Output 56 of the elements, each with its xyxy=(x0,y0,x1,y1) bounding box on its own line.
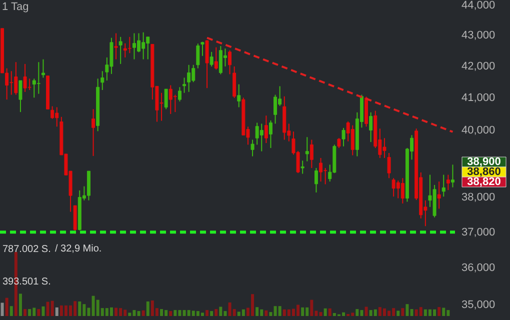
candlestick xyxy=(182,77,186,94)
candlestick xyxy=(337,138,341,148)
y-tick-label: 40,000 xyxy=(462,124,496,136)
candlestick xyxy=(237,84,241,108)
candlestick xyxy=(300,160,304,174)
candlestick xyxy=(196,43,200,69)
text: 38,860 xyxy=(467,166,501,178)
y-tick-label: 35,000 xyxy=(462,299,496,312)
candlestick xyxy=(369,112,373,143)
candlestick xyxy=(92,108,96,156)
candlestick xyxy=(214,46,218,70)
y-tick-label: 44,000 xyxy=(462,0,496,12)
text: 38,820 xyxy=(467,176,501,188)
candlestick xyxy=(228,50,232,75)
candlestick xyxy=(260,123,264,152)
candlestick xyxy=(36,62,40,94)
candlestick xyxy=(232,66,236,98)
candlestick xyxy=(264,115,268,144)
annotation: / 32,9 Mio. xyxy=(55,244,102,254)
candlestick xyxy=(446,174,450,191)
candlestick xyxy=(437,181,441,210)
candlestick xyxy=(250,139,254,157)
y2-tick-label: 787.002 S. xyxy=(2,244,51,255)
candlestick xyxy=(387,152,391,179)
candlestick xyxy=(114,32,118,60)
candlestick xyxy=(314,168,318,193)
candlestick xyxy=(18,80,22,113)
candlestick xyxy=(200,41,204,56)
y-tick-label: 38,000 xyxy=(462,191,496,204)
y-tick-label: 37,000 xyxy=(462,226,496,238)
candlestick xyxy=(450,164,454,188)
candlestick xyxy=(268,120,272,148)
y-tick-label: 41,000 xyxy=(462,92,496,104)
candlestick xyxy=(319,157,323,182)
candlestick xyxy=(118,36,122,64)
candlestick xyxy=(350,124,354,156)
candlestick xyxy=(274,94,278,124)
candlestick xyxy=(310,139,314,169)
y-tick-label: 36,000 xyxy=(462,262,496,274)
candlestick xyxy=(442,174,446,198)
y-tick-label: 42,000 xyxy=(462,60,496,73)
candlestick xyxy=(210,51,214,67)
y-tick-label: 43,000 xyxy=(462,30,496,42)
candlestick xyxy=(178,86,182,102)
candlestick xyxy=(342,127,346,147)
candlestick xyxy=(50,106,54,120)
candlestick xyxy=(128,36,132,54)
candlestick xyxy=(400,178,404,204)
candlestick xyxy=(205,40,209,89)
candlestick xyxy=(41,58,45,78)
candlestick xyxy=(305,136,309,162)
annotation: 1 Tag xyxy=(2,1,29,13)
candlestick xyxy=(187,64,191,92)
candlestick xyxy=(164,88,168,110)
candlestick xyxy=(100,70,104,90)
text: 38,900 xyxy=(467,156,501,168)
